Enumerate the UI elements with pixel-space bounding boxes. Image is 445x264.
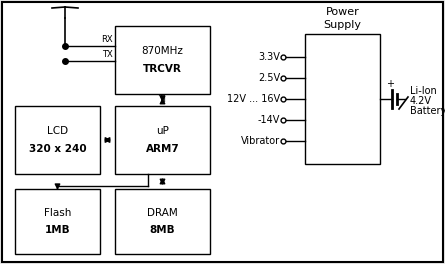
Text: uP: uP bbox=[156, 126, 169, 136]
Text: Power: Power bbox=[326, 7, 360, 17]
Bar bbox=[115, 189, 210, 254]
Text: Vibrator: Vibrator bbox=[241, 136, 280, 146]
Text: TX: TX bbox=[102, 50, 113, 59]
Text: ARM7: ARM7 bbox=[146, 144, 179, 154]
Text: -14V: -14V bbox=[258, 115, 280, 125]
Text: Flash: Flash bbox=[44, 208, 71, 218]
Text: RX: RX bbox=[101, 35, 113, 44]
Text: 8MB: 8MB bbox=[150, 225, 175, 235]
Text: Battery: Battery bbox=[410, 106, 445, 116]
Text: 2.5V: 2.5V bbox=[258, 73, 280, 83]
Bar bbox=[115, 106, 210, 174]
Text: Li-Ion: Li-Ion bbox=[410, 86, 437, 96]
Text: LCD: LCD bbox=[47, 126, 68, 136]
Text: DRAM: DRAM bbox=[147, 208, 178, 218]
Text: 1MB: 1MB bbox=[44, 225, 70, 235]
Bar bbox=[115, 26, 210, 94]
Text: TI: TI bbox=[158, 96, 166, 105]
Text: TRCVR: TRCVR bbox=[143, 64, 182, 74]
Bar bbox=[15, 189, 100, 254]
Bar bbox=[305, 34, 380, 164]
Text: 320 x 240: 320 x 240 bbox=[28, 144, 86, 154]
Bar bbox=[15, 106, 100, 174]
Text: 4.2V: 4.2V bbox=[410, 96, 432, 106]
Text: Supply: Supply bbox=[324, 20, 361, 30]
Text: 12V ... 16V: 12V ... 16V bbox=[227, 94, 280, 104]
Text: 3.3V: 3.3V bbox=[258, 52, 280, 62]
Text: +: + bbox=[386, 79, 394, 89]
Text: 870MHz: 870MHz bbox=[142, 46, 183, 56]
